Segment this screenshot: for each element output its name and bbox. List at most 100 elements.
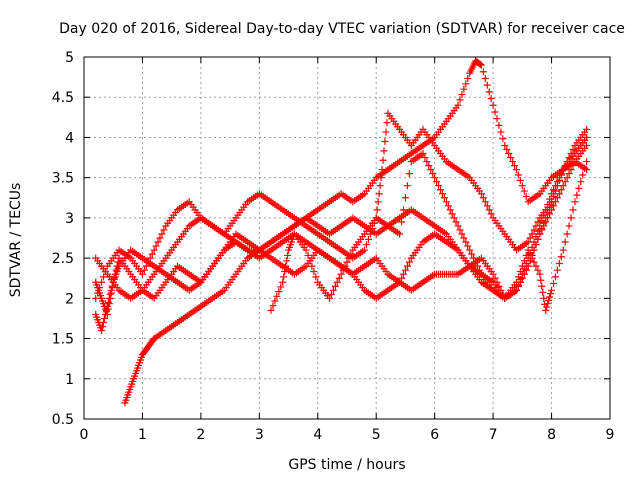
- x-tick-label: 9: [606, 427, 615, 443]
- data-point-interp: [491, 108, 499, 116]
- data-point-interp: [520, 187, 528, 195]
- data-point-interp: [380, 147, 388, 155]
- data-point-interp: [448, 210, 456, 218]
- data-point-interp: [563, 230, 571, 238]
- data-point-interp: [569, 206, 577, 214]
- data-point-interp: [544, 214, 552, 222]
- x-tick-label: 2: [196, 427, 205, 443]
- data-point-interp: [516, 268, 524, 276]
- data-point-interp: [565, 222, 573, 230]
- data-point-interp: [306, 257, 314, 265]
- data-point-interp: [514, 171, 522, 179]
- data-point: [542, 306, 550, 314]
- data-point-interp: [335, 274, 343, 282]
- data-point-interp: [435, 182, 443, 190]
- data-point: [548, 286, 556, 294]
- data-point-interp: [458, 230, 466, 238]
- data-point-interp: [565, 170, 573, 178]
- data-point-interp: [429, 170, 437, 178]
- data-point-interp: [312, 273, 320, 281]
- data-point-interp: [333, 278, 341, 286]
- data-point-interp: [280, 273, 288, 281]
- data-point-interp: [271, 297, 279, 305]
- data-points: [92, 57, 591, 407]
- data-point: [536, 230, 544, 238]
- data-point-interp: [495, 282, 503, 290]
- data-point-interp: [581, 164, 589, 172]
- data-point-interp: [557, 171, 565, 179]
- data-point-interp: [277, 283, 285, 291]
- data-point-interp: [534, 218, 542, 226]
- data-point-interp: [528, 254, 536, 262]
- data-point-interp: [550, 280, 558, 288]
- data-point: [378, 166, 386, 174]
- data-point: [150, 246, 158, 254]
- data-point-interp: [505, 150, 513, 158]
- data-point: [302, 246, 310, 254]
- data-point-interp: [156, 234, 164, 242]
- data-point: [571, 198, 579, 206]
- data-point-interp: [437, 186, 445, 194]
- data-point: [548, 206, 556, 214]
- y-tick-label: 1.5: [52, 332, 74, 348]
- data-point-interp: [341, 262, 349, 270]
- data-point-interp: [154, 238, 162, 246]
- data-point: [583, 125, 591, 133]
- data-point-interp: [534, 235, 542, 243]
- data-point: [138, 270, 146, 278]
- data-point-interp: [421, 154, 429, 162]
- data-point-interp: [345, 254, 353, 262]
- data-point-interp: [551, 273, 559, 281]
- data-point-interp: [540, 222, 548, 230]
- data-point-interp: [509, 158, 517, 166]
- data-point: [454, 101, 462, 109]
- data-point-interp: [551, 198, 559, 206]
- data-point-interp: [577, 178, 585, 186]
- data-point-interp: [561, 238, 569, 246]
- data-point-interp: [547, 290, 555, 298]
- data-point-interp: [520, 270, 528, 278]
- data-point-interp: [398, 218, 406, 226]
- data-point-interp: [487, 95, 495, 103]
- x-tick-label: 1: [138, 427, 147, 443]
- data-point-interp: [373, 206, 381, 214]
- y-tick-label: 3: [65, 211, 74, 227]
- data-point-interp: [405, 170, 413, 178]
- data-point: [501, 141, 509, 149]
- data-point-interp: [503, 146, 511, 154]
- data-point: [103, 302, 111, 310]
- data-point: [337, 270, 345, 278]
- data-point-interp: [304, 251, 312, 259]
- data-point-interp: [379, 156, 387, 164]
- data-point-interp: [479, 68, 487, 76]
- data-point-interp: [567, 166, 575, 174]
- data-point-interp: [491, 274, 499, 282]
- data-point-interp: [483, 202, 491, 210]
- data-point-interp: [472, 258, 480, 266]
- data-point-interp: [546, 210, 554, 218]
- data-point-interp: [542, 218, 550, 226]
- data-point: [396, 278, 404, 286]
- data-point-interp: [557, 186, 565, 194]
- data-point-interp: [518, 182, 526, 190]
- data-point: [477, 61, 485, 69]
- data-point-interp: [493, 115, 501, 123]
- data-point: [98, 327, 106, 335]
- data-point-interp: [539, 288, 547, 296]
- axis-ticks: 0 1 2 3 4 5 6 7 8 9 0.5 1 1.5 2 2.5 3 3.5 4 4.5 5: [52, 50, 615, 443]
- data-point: [325, 294, 333, 302]
- data-point-interp: [99, 318, 107, 326]
- data-point-interp: [481, 198, 489, 206]
- data-point-interp: [483, 81, 491, 89]
- data-point-interp: [269, 302, 277, 310]
- data-point: [559, 246, 567, 254]
- data-point-interp: [347, 250, 355, 258]
- data-point-interp: [495, 121, 503, 129]
- data-point-interp: [530, 226, 538, 234]
- data-point-interp: [514, 273, 522, 281]
- data-point-interp: [427, 166, 435, 174]
- data-point-interp: [532, 262, 540, 270]
- data-point-interp: [518, 274, 526, 282]
- data-point-interp: [546, 293, 554, 301]
